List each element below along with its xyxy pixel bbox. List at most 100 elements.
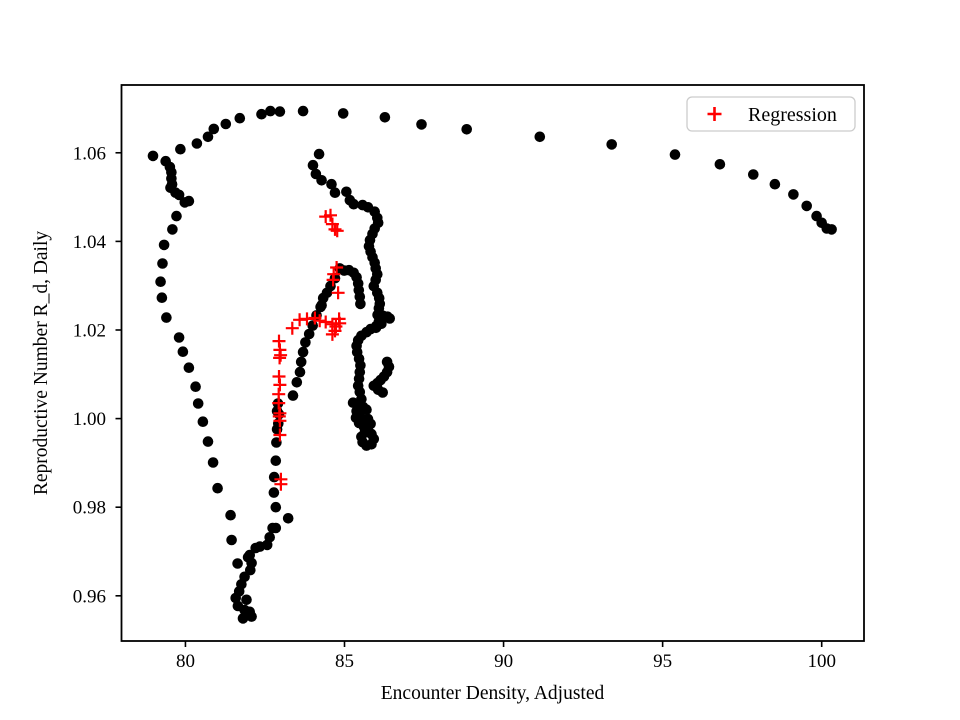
data-point <box>355 298 366 310</box>
data-point <box>347 397 359 409</box>
regression-point <box>273 378 287 392</box>
data-point <box>171 210 182 222</box>
data-point <box>190 381 201 393</box>
data-point <box>264 532 276 543</box>
regression-plus-icon <box>707 107 722 121</box>
data-point <box>220 118 232 130</box>
data-point <box>226 534 237 546</box>
y-tick-label: 1.00 <box>73 409 106 430</box>
x-tick-label: 80 <box>176 651 195 672</box>
data-point <box>788 189 799 200</box>
data-point <box>341 186 352 198</box>
regression-point <box>273 351 287 365</box>
data-point <box>212 482 223 494</box>
data-point <box>183 362 195 374</box>
data-point <box>191 138 203 149</box>
data-point <box>173 332 185 343</box>
data-point <box>748 169 759 180</box>
y-tick-label: 0.96 <box>73 586 106 607</box>
regression-point <box>324 208 337 222</box>
y-tick-label: 0.98 <box>73 498 106 519</box>
regression-point <box>330 261 344 274</box>
data-point <box>157 258 168 269</box>
y-axis-ticks: 0.96 0.98 1.00 1.02 1.04 1.06 <box>73 143 122 607</box>
regression-point <box>274 477 288 491</box>
regression-point <box>333 316 347 330</box>
x-axis-label: Encounter Density, Adjusted <box>381 683 605 704</box>
regression-point <box>331 286 345 300</box>
data-point <box>384 313 396 324</box>
y-tick-label: 1.02 <box>73 320 106 341</box>
data-point <box>268 487 280 498</box>
data-point <box>297 105 309 117</box>
data-point <box>297 346 309 358</box>
data-point <box>287 390 299 401</box>
data-point <box>173 189 185 201</box>
data-point <box>161 312 172 323</box>
x-tick-label: 85 <box>335 651 354 672</box>
data-point <box>177 346 189 358</box>
data-point <box>714 159 726 170</box>
data-point <box>208 123 220 135</box>
data-point <box>274 106 286 117</box>
data-point <box>669 149 681 160</box>
y-tick-label: 1.04 <box>73 232 107 253</box>
regression-point <box>273 428 287 442</box>
data-point <box>267 522 278 534</box>
data-point <box>534 131 546 143</box>
data-point <box>175 143 186 155</box>
data-point <box>158 239 170 251</box>
data-point <box>207 457 219 468</box>
legend-label: Regression <box>748 104 837 126</box>
data-point <box>359 427 371 438</box>
data-point <box>303 328 315 340</box>
x-axis-ticks: 80 85 90 95 100 <box>176 641 836 672</box>
data-point <box>225 509 236 521</box>
data-point <box>237 613 249 624</box>
data-point <box>326 178 337 190</box>
data-point <box>282 513 294 524</box>
data-point <box>379 112 391 123</box>
data-point <box>256 108 267 120</box>
x-tick-label: 90 <box>494 651 513 672</box>
data-point <box>801 200 812 212</box>
data-point <box>156 292 168 304</box>
x-tick-label: 95 <box>653 651 672 672</box>
data-point <box>167 224 178 235</box>
data-point <box>337 108 349 119</box>
y-tick-label: 1.06 <box>73 143 106 164</box>
data-point <box>202 131 214 143</box>
data-point <box>270 501 282 513</box>
data-point <box>461 124 473 135</box>
data-point <box>246 611 257 622</box>
regression-point <box>313 314 327 328</box>
data-point <box>307 320 319 331</box>
data-point <box>234 112 246 124</box>
data-point <box>295 356 307 368</box>
regression-point <box>272 396 286 410</box>
data-point <box>147 150 159 162</box>
data-point <box>348 198 360 210</box>
data-point <box>265 105 276 117</box>
regression-point <box>330 224 344 238</box>
regression-point <box>285 321 299 335</box>
data-point <box>268 471 280 483</box>
data-point <box>197 416 209 428</box>
data-point <box>606 139 617 150</box>
data-point <box>300 337 311 348</box>
data-point <box>202 436 214 447</box>
data-point <box>361 404 372 416</box>
data-point <box>416 119 427 130</box>
data-point <box>192 398 204 409</box>
data-point <box>230 592 241 604</box>
data-point <box>313 148 325 160</box>
data-point <box>826 224 837 235</box>
data-point <box>183 195 195 207</box>
data-point <box>241 594 252 606</box>
regression-point <box>326 273 340 287</box>
regression-point <box>328 222 342 236</box>
data-point <box>316 175 327 186</box>
regression-point <box>325 327 339 341</box>
x-tick-label: 100 <box>807 651 836 672</box>
